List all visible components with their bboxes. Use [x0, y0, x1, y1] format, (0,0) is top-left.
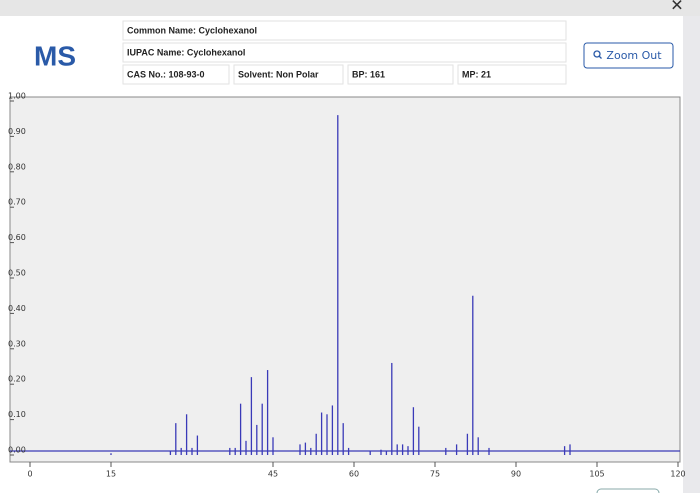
field-box: [122, 42, 567, 63]
field-text: BP: 161: [352, 69, 385, 79]
y-tick-label: 0.00: [8, 446, 26, 455]
close-button[interactable]: ✕: [670, 0, 683, 15]
field-box: [233, 64, 344, 85]
y-tick-label: 0.10: [8, 410, 26, 419]
y-tick-label: 0.20: [8, 375, 26, 384]
y-tick-label: 0.80: [8, 162, 26, 171]
field-box: [122, 20, 567, 41]
x-tick-label: 105: [589, 470, 604, 479]
zoom-out-button[interactable]: [583, 42, 674, 69]
x-tick-label: 45: [268, 470, 278, 479]
logo: MS: [34, 40, 76, 71]
field-box: [347, 64, 454, 85]
zoom-out-label[interactable]: Zoom Out: [606, 49, 662, 62]
y-tick-label: 0.60: [8, 233, 26, 242]
x-tick-label: 0: [27, 470, 32, 479]
y-tick-label: 0.50: [8, 269, 26, 278]
zoom-icon: [593, 50, 601, 58]
background-page: [683, 16, 700, 493]
field-text: Common Name: Cyclohexanol: [127, 25, 257, 35]
zoom-icon: [598, 55, 602, 59]
info-fields: Common Name: Cyclohexanol IUPAC Name: Cyc…: [122, 20, 567, 85]
y-tick-label: 0.30: [8, 339, 26, 348]
x-tick-label: 90: [511, 470, 521, 479]
field-box: [457, 64, 567, 85]
y-tick-label: 0.70: [8, 198, 26, 207]
field-text: Solvent: Non Polar: [238, 69, 319, 79]
y-tick-label: 1.00: [8, 92, 26, 101]
y-tick-label: 0.40: [8, 304, 26, 313]
x-tick-label: 75: [430, 470, 440, 479]
field-text: IUPAC Name: Cyclohexanol: [127, 47, 245, 57]
top-bar: [0, 0, 700, 16]
field-box: [122, 64, 230, 85]
partial-button: [596, 488, 660, 497]
x-tick-label: 120: [670, 470, 685, 479]
x-tick-label: 60: [349, 470, 359, 479]
plot-area: [9, 96, 681, 463]
y-tick-label: 0.90: [8, 127, 26, 136]
field-text: CAS No.: 108-93-0: [127, 69, 205, 79]
field-text: MP: 21: [462, 69, 491, 79]
x-tick-label: 15: [106, 470, 116, 479]
